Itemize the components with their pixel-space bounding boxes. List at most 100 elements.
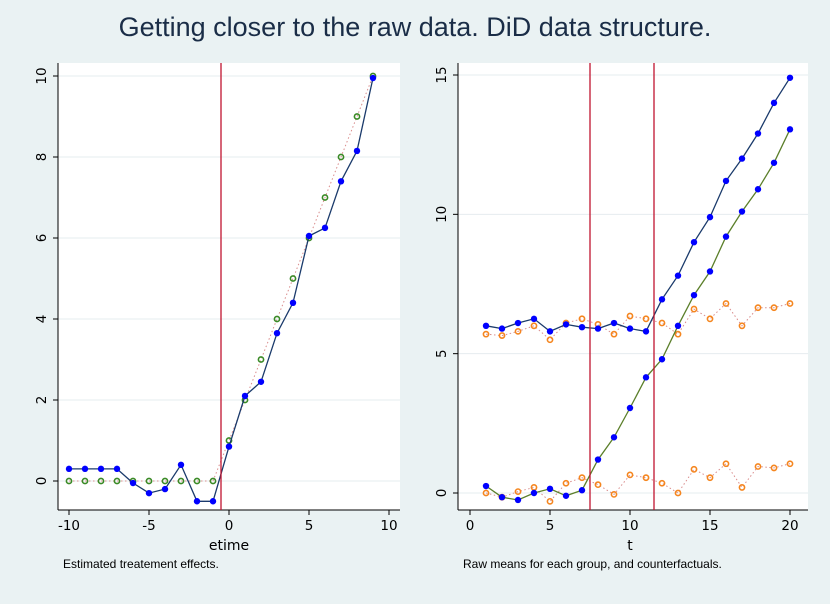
series-line — [485, 302, 791, 341]
data-point — [546, 497, 554, 505]
data-point — [658, 356, 666, 363]
series-line — [485, 77, 791, 333]
data-point — [321, 224, 329, 232]
data-point — [65, 465, 73, 473]
x-tick-label: 5 — [305, 518, 314, 534]
data-point — [754, 186, 762, 193]
data-point — [145, 477, 153, 485]
chart-panel-2: 0 5 10 15 0 5 10 15 20 t Raw means for each group,… — [434, 63, 808, 571]
y-tick-label: 2 — [34, 396, 50, 405]
chart-panel-1: 0 2 4 6 8 10 -10 -5 0 5 10 etime Estimated treatemen… — [34, 63, 400, 571]
data-point — [578, 315, 586, 323]
data-point — [610, 434, 618, 441]
data-point — [514, 327, 522, 335]
data-point — [257, 378, 265, 385]
data-point — [594, 481, 602, 489]
x-axis-title: etime — [209, 538, 249, 554]
data-point — [738, 322, 746, 330]
data-point — [594, 325, 602, 332]
data-point — [305, 232, 313, 240]
y-tick-label: 10 — [434, 206, 450, 223]
data-point — [706, 315, 714, 323]
data-point — [754, 130, 762, 137]
data-point — [610, 330, 618, 338]
data-point — [65, 477, 73, 485]
data-point — [578, 474, 586, 482]
x-tick-label: 10 — [621, 518, 638, 534]
x-tick-label: -5 — [142, 518, 155, 534]
data-point — [530, 322, 538, 330]
x-tick-label: 20 — [781, 518, 798, 534]
x-tick-label: 0 — [225, 518, 234, 534]
data-point — [562, 492, 570, 499]
data-point — [273, 315, 281, 323]
data-point — [81, 465, 89, 473]
data-point — [738, 484, 746, 491]
series-2 — [482, 126, 794, 504]
data-point — [626, 471, 634, 479]
data-point — [209, 498, 217, 505]
data-point — [610, 319, 618, 327]
data-point — [674, 330, 682, 338]
data-point — [578, 323, 586, 331]
data-point — [193, 477, 201, 485]
data-point — [674, 489, 682, 497]
data-point — [754, 304, 762, 312]
data-point — [321, 194, 329, 201]
data-point — [546, 336, 554, 344]
data-point — [161, 485, 169, 493]
data-point — [337, 178, 345, 185]
data-point — [482, 489, 490, 497]
data-point — [97, 465, 105, 473]
data-point — [690, 465, 698, 473]
data-point — [514, 496, 522, 504]
data-point — [257, 356, 265, 363]
data-point — [690, 305, 698, 313]
y-tick-label: 0 — [434, 489, 450, 498]
data-point — [530, 315, 538, 323]
y-tick-label: 5 — [434, 349, 450, 358]
data-point — [642, 374, 650, 381]
y-tick-label: 10 — [34, 67, 50, 84]
x-tick-label: 10 — [380, 518, 397, 534]
data-point — [770, 464, 778, 472]
x-tick-label: 0 — [466, 518, 475, 534]
data-point — [113, 477, 121, 485]
data-point — [145, 489, 153, 497]
data-point — [578, 487, 586, 494]
data-point — [626, 312, 634, 320]
data-point — [722, 233, 730, 240]
data-point — [754, 463, 762, 470]
data-point — [658, 479, 666, 487]
data-point — [626, 325, 634, 332]
x-tick-label: -10 — [58, 518, 80, 534]
data-point — [770, 99, 778, 107]
data-point — [337, 153, 345, 161]
chart-title: Getting closer to the raw data. DiD data… — [118, 12, 712, 42]
data-point — [674, 272, 682, 279]
data-point — [546, 328, 554, 335]
chart-caption: Estimated treatement effects. — [63, 557, 219, 571]
data-point — [626, 404, 634, 412]
data-point — [209, 477, 217, 485]
data-point — [690, 239, 698, 246]
data-point — [498, 325, 506, 332]
data-point — [161, 477, 169, 485]
data-point — [482, 322, 490, 329]
data-point — [786, 74, 794, 81]
data-point — [610, 490, 618, 498]
data-point — [738, 155, 746, 162]
data-point — [562, 321, 570, 328]
data-point — [530, 489, 538, 497]
chart-caption: Raw means for each group, and counterfac… — [463, 557, 722, 571]
data-point — [738, 208, 746, 215]
data-point — [498, 493, 506, 501]
data-point — [193, 498, 201, 505]
data-point — [674, 322, 682, 329]
x-tick-label: 15 — [701, 518, 718, 534]
data-point — [273, 329, 281, 337]
data-point — [786, 300, 794, 307]
data-point — [225, 443, 233, 450]
data-point — [690, 291, 698, 299]
